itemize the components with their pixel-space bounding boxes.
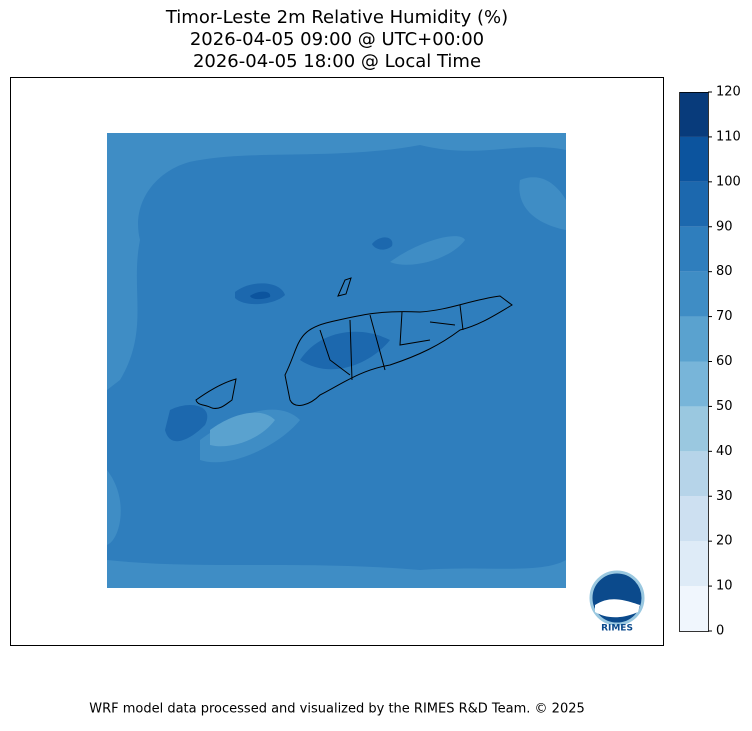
colorbar-tick-label: 50 bbox=[716, 399, 733, 414]
coastline bbox=[195, 277, 513, 409]
colorbar-band bbox=[680, 181, 708, 227]
colorbar-tick-label: 30 bbox=[716, 489, 733, 504]
title-line: 2026-04-05 09:00 @ UTC+00:00 bbox=[190, 29, 484, 50]
colorbar-tick-label: 0 bbox=[716, 624, 724, 639]
colorbar-band bbox=[680, 92, 708, 137]
colorbar: 0 10 20 30 40 50 60 70 80 90 100 110 120 bbox=[680, 85, 741, 639]
colorbar-tick-label: 70 bbox=[716, 309, 733, 324]
colorbar-band bbox=[680, 226, 708, 272]
colorbar-tick-label: 80 bbox=[716, 264, 733, 279]
colorbar-tick-label: 10 bbox=[716, 579, 733, 594]
colorbar-band bbox=[680, 316, 708, 362]
colorbar-frame bbox=[679, 92, 709, 632]
footer: WRF model data processed and visualized … bbox=[89, 702, 585, 717]
colorbar-band bbox=[680, 136, 708, 182]
colorbar-band bbox=[680, 496, 708, 542]
logo-text: RIMES bbox=[601, 624, 633, 634]
title-line: Timor-Leste 2m Relative Humidity (%) bbox=[165, 7, 508, 28]
title-line: 2026-04-05 18:00 @ Local Time bbox=[193, 51, 481, 72]
colorbar-band bbox=[680, 406, 708, 452]
colorbar-band bbox=[680, 361, 708, 407]
colorbar-tick-label: 100 bbox=[716, 174, 741, 189]
colorbar-band bbox=[680, 541, 708, 587]
colorbar-band bbox=[680, 451, 708, 497]
colorbar-band bbox=[680, 271, 708, 317]
colorbar-tick-label: 120 bbox=[716, 85, 741, 100]
humidity-field bbox=[107, 133, 566, 588]
colorbar-tick-label: 90 bbox=[716, 219, 733, 234]
colorbar-tick-label: 20 bbox=[716, 534, 733, 549]
colorbar-band bbox=[680, 586, 708, 631]
colorbar-tick-label: 110 bbox=[716, 129, 741, 144]
logo: RIMES bbox=[589, 570, 645, 634]
colorbar-tick-label: 40 bbox=[716, 444, 733, 459]
colorbar-tick-label: 60 bbox=[716, 354, 733, 369]
